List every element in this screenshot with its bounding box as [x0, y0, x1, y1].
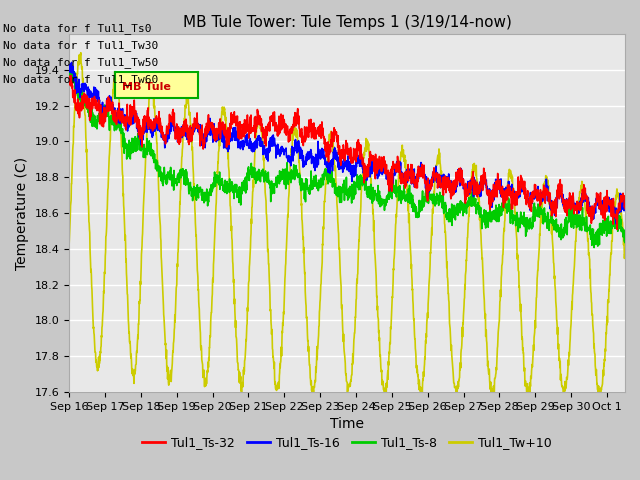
- Text: No data for f Tul1_Tw50: No data for f Tul1_Tw50: [3, 57, 159, 68]
- Text: No data for f Tul1_Tw60: No data for f Tul1_Tw60: [3, 73, 159, 84]
- Text: No data for f Tul1_Ts0: No data for f Tul1_Ts0: [3, 23, 152, 34]
- Title: MB Tule Tower: Tule Temps 1 (3/19/14-now): MB Tule Tower: Tule Temps 1 (3/19/14-now…: [182, 15, 511, 30]
- Y-axis label: Temperature (C): Temperature (C): [15, 156, 29, 270]
- X-axis label: Time: Time: [330, 418, 364, 432]
- Legend: Tul1_Ts-32, Tul1_Ts-16, Tul1_Ts-8, Tul1_Tw+10: Tul1_Ts-32, Tul1_Ts-16, Tul1_Ts-8, Tul1_…: [137, 431, 557, 454]
- Text: No data for f Tul1_Tw30: No data for f Tul1_Tw30: [3, 40, 159, 51]
- Text: MB Tule: MB Tule: [122, 82, 171, 92]
